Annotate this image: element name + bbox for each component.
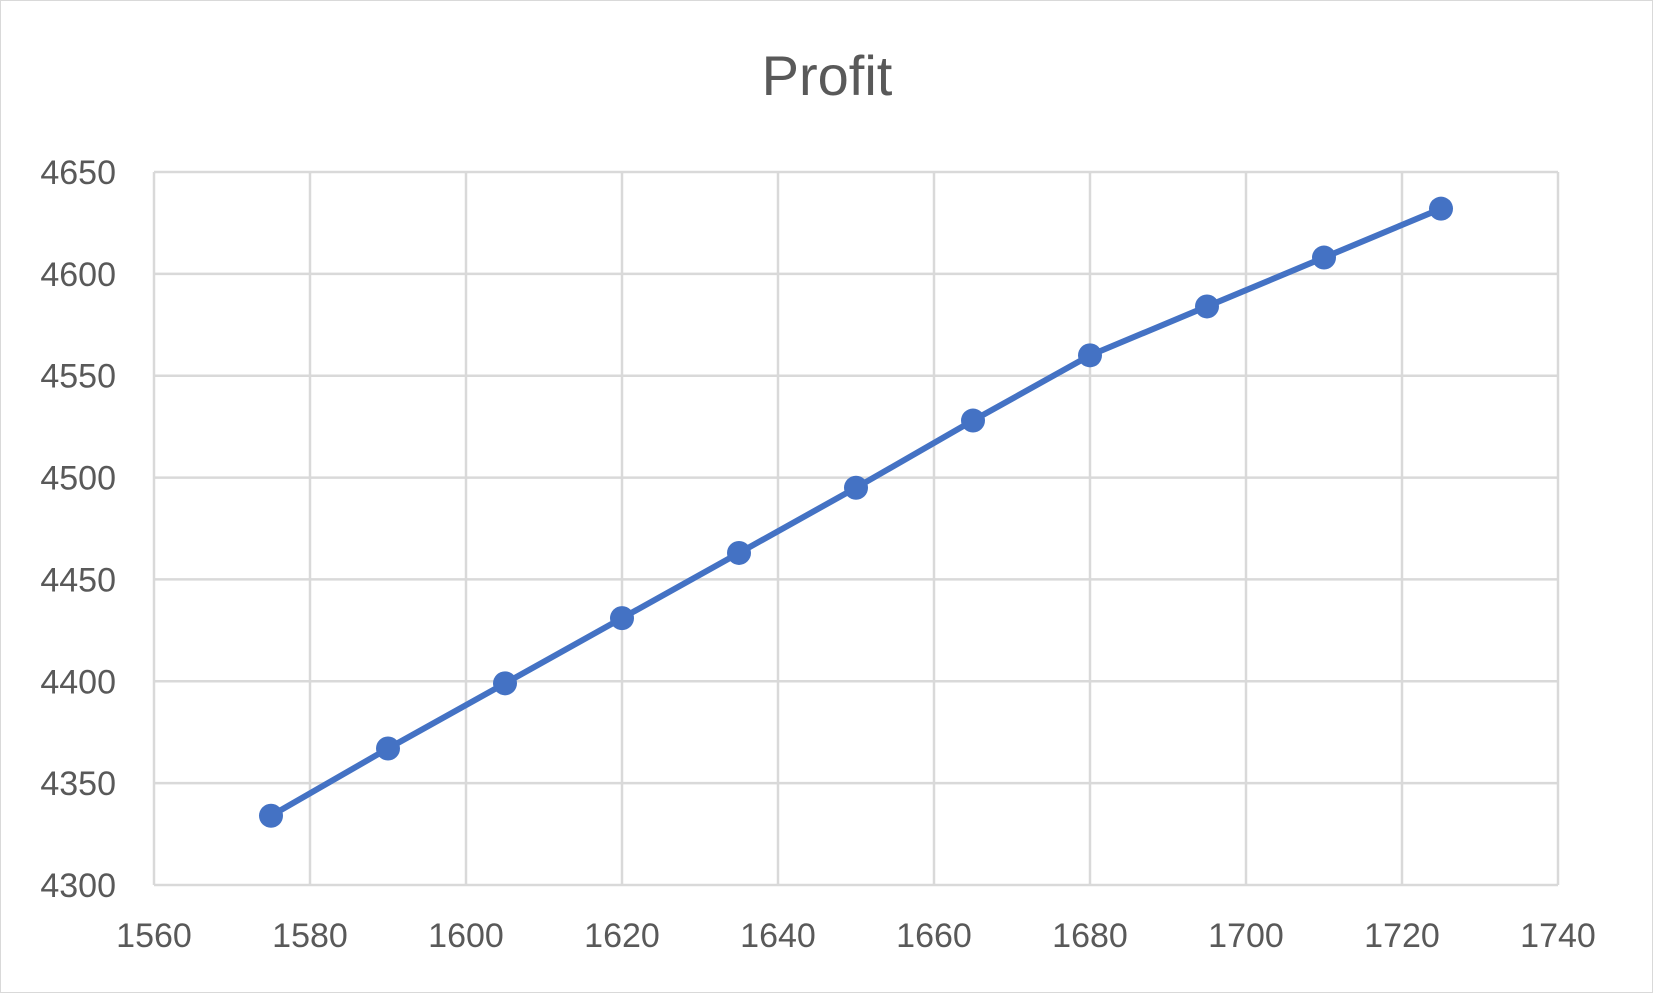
data-point — [961, 408, 985, 433]
data-point — [259, 803, 283, 828]
x-tick-label: 1660 — [896, 917, 972, 955]
data-point — [610, 606, 634, 631]
x-tick-label: 1600 — [428, 917, 504, 955]
y-tick-label: 4450 — [40, 561, 116, 599]
data-point — [376, 736, 400, 761]
data-point — [493, 671, 517, 696]
y-tick-label: 4650 — [40, 154, 116, 192]
y-tick-label: 4500 — [40, 460, 116, 498]
data-series — [259, 196, 1453, 828]
data-point — [1078, 343, 1102, 368]
series-line — [268, 205, 1444, 819]
data-point — [1312, 245, 1336, 270]
x-tick-label: 1680 — [1052, 917, 1128, 955]
x-axis-tick-labels: 1560 1580 1600 1620 1640 1660 1680 1700 1720 1740 — [116, 917, 1596, 955]
y-tick-label: 4350 — [40, 765, 116, 803]
x-tick-label: 1740 — [1520, 917, 1596, 955]
x-tick-label: 1640 — [740, 917, 816, 955]
y-axis-tick-labels: 4300 4350 4400 4450 4500 4550 4600 4650 — [40, 154, 116, 905]
chart-title: Profit — [762, 44, 893, 107]
data-point — [727, 540, 751, 565]
y-tick-label: 4550 — [40, 358, 116, 396]
x-tick-label: 1700 — [1208, 917, 1284, 955]
x-tick-label: 1720 — [1364, 917, 1440, 955]
x-tick-label: 1620 — [584, 917, 660, 955]
y-tick-label: 4600 — [40, 256, 116, 294]
data-point — [1195, 294, 1219, 319]
grid-lines — [152, 170, 1560, 887]
x-tick-label: 1580 — [272, 917, 348, 955]
y-tick-label: 4300 — [40, 867, 116, 905]
x-tick-label: 1560 — [116, 917, 192, 955]
data-point — [1429, 196, 1453, 221]
y-tick-label: 4400 — [40, 663, 116, 701]
data-point — [844, 475, 868, 500]
